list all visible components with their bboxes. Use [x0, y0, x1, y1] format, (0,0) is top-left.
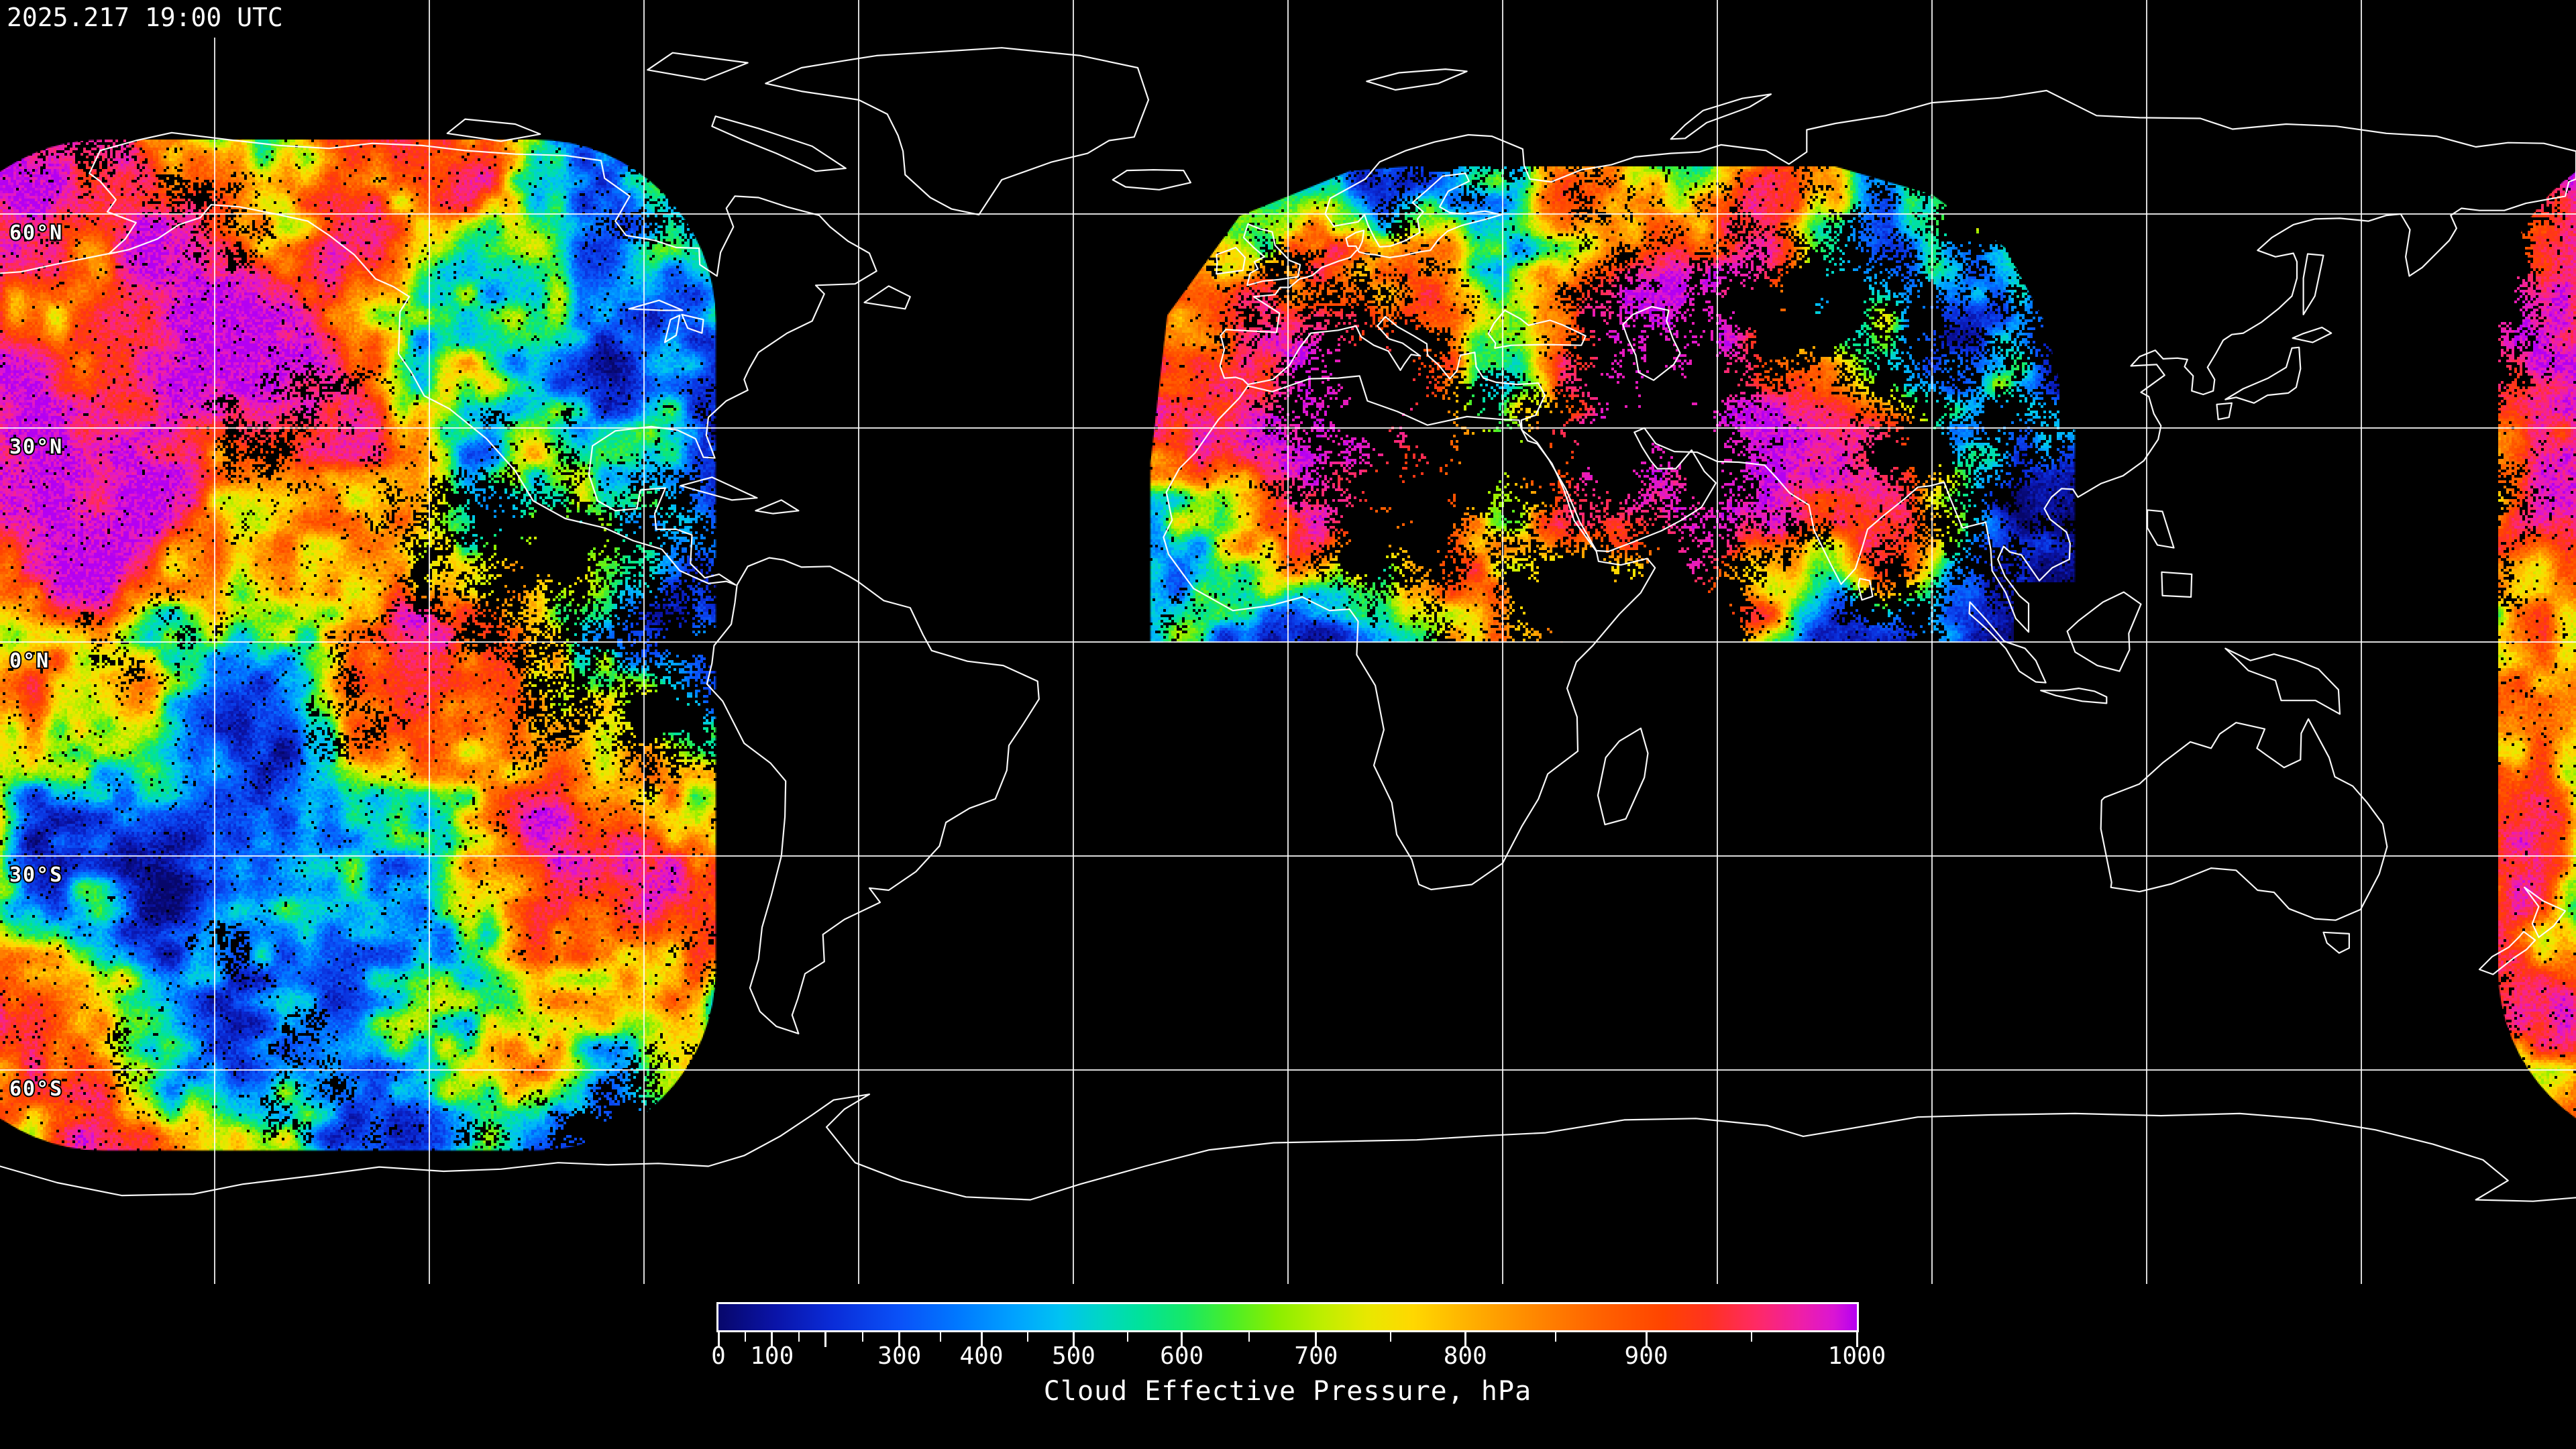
coastline-new-zealand-north	[2524, 886, 2567, 938]
coastline-lake-michigan	[663, 314, 681, 343]
coastline-lake-huron	[681, 313, 704, 334]
coastline-madagascar	[1597, 727, 1649, 826]
coastline-honshu	[2224, 346, 2302, 404]
coastline-new-zealand-south	[2478, 930, 2536, 975]
colorbar-tick-label: 400	[959, 1342, 1004, 1370]
map-overlay-svg: 60°N 30°N 0°N 30°S 60°S	[0, 0, 2576, 1284]
graticule	[0, 0, 2576, 1284]
coastline-great-britain	[1242, 223, 1301, 286]
coastline-victoria-island	[446, 118, 541, 142]
colorbar-tick-label: 300	[877, 1342, 922, 1370]
coastline-svalbard	[1366, 68, 1468, 91]
coastline-luzon	[2147, 509, 2175, 549]
colorbar-title: Cloud Effective Pressure, hPa	[1043, 1376, 1532, 1407]
coastline-novaya-zemlya	[1670, 93, 1772, 140]
colorbar-minor-tick	[1751, 1332, 1753, 1342]
colorbar-major-tick	[1315, 1332, 1318, 1347]
latitude-label: 30°N	[9, 435, 63, 459]
latitude-labels: 60°N 30°N 0°N 30°S 60°S	[8, 220, 63, 1102]
colorbar-tick-label: 100	[750, 1342, 794, 1370]
coastline-ellesmere-island	[647, 52, 749, 81]
coastline-java	[2040, 688, 2108, 704]
coastline-hispaniola	[755, 499, 800, 515]
coastline-kyushu	[2216, 402, 2233, 421]
coastline-ireland	[1216, 246, 1246, 275]
colorbar-major-tick	[898, 1332, 901, 1347]
coastline-newfoundland	[863, 285, 911, 310]
colorbar-major-tick	[1645, 1332, 1648, 1347]
coastline-africa	[1163, 375, 1656, 891]
latitude-label: 30°S	[9, 863, 63, 887]
colorbar-minor-tick	[939, 1332, 941, 1342]
coastline-antarctica	[0, 1093, 2576, 1202]
colorbar-minor-tick	[798, 1332, 800, 1342]
coastlines	[0, 47, 2576, 1202]
coastline-sumatra	[1968, 601, 2047, 684]
colorbar-minor-tick	[1248, 1332, 1250, 1342]
colorbar-minor-tick	[1026, 1332, 1028, 1342]
colorbar-minor-tick	[1127, 1332, 1129, 1342]
coastline-australia	[2100, 718, 2388, 921]
latitude-label: 60°S	[9, 1077, 63, 1101]
coastline-baffin-island	[711, 115, 847, 172]
colorbar-minor-tick	[744, 1332, 746, 1342]
colorbar-tick-label: 700	[1294, 1342, 1338, 1370]
coastline-eurasia	[1219, 89, 2576, 633]
colorbar-major-tick	[1464, 1332, 1466, 1347]
colorbar-tick-label: 1000	[1827, 1342, 1886, 1370]
latitude-label: 0°N	[9, 649, 50, 673]
colorbar-tick-label: 500	[1051, 1342, 1095, 1370]
colorbar-tick-label: 800	[1443, 1342, 1487, 1370]
coastline-new-guinea	[2224, 647, 2341, 715]
colorbar-minor-tick	[1555, 1332, 1557, 1342]
colorbar-minor-tick	[1390, 1332, 1392, 1342]
colorbar-major-tick	[980, 1332, 983, 1347]
coastline-sri-lanka	[1858, 578, 1874, 601]
colorbar-major-tick	[771, 1332, 773, 1347]
coastline-borneo	[2066, 591, 2142, 672]
coastline-black-sea	[1487, 309, 1587, 349]
coastline-lake-superior	[628, 299, 684, 311]
coastline-aleutian-islands	[0, 252, 115, 274]
colorbar-tick-label: 600	[1160, 1342, 1204, 1370]
coastline-mindanao	[2161, 571, 2193, 598]
coastline-north-america	[89, 131, 877, 586]
colorbar-major-tick	[717, 1332, 720, 1347]
colorbar-tick-label: 900	[1624, 1342, 1668, 1370]
colorbar-gradient	[716, 1302, 1859, 1332]
colorbar-major-tick	[1856, 1332, 1858, 1347]
coastline-south-america	[706, 557, 1040, 1034]
colorbar-major-tick	[1181, 1332, 1183, 1347]
coastline-greenland	[765, 47, 1150, 216]
colorbar-major-tick	[1072, 1332, 1075, 1347]
coastline-caspian-sea	[1622, 306, 1681, 381]
colorbar-minor-tick	[861, 1332, 863, 1342]
latitude-label: 60°N	[9, 221, 63, 245]
coastline-tasmania	[2322, 931, 2350, 954]
coastline-cuba	[680, 476, 758, 501]
world-map: 60°N 30°N 0°N 30°S 60°S 2025.217 19:00 UTC	[0, 0, 2576, 1284]
colorbar-major-tick	[824, 1332, 827, 1347]
colorbar-tick-label: 0	[711, 1342, 726, 1370]
timestamp: 2025.217 19:00 UTC	[0, 0, 294, 38]
coastline-iceland	[1112, 169, 1191, 191]
coastline-hokkaido	[2292, 327, 2332, 343]
coastline-sakhalin	[2302, 253, 2324, 315]
